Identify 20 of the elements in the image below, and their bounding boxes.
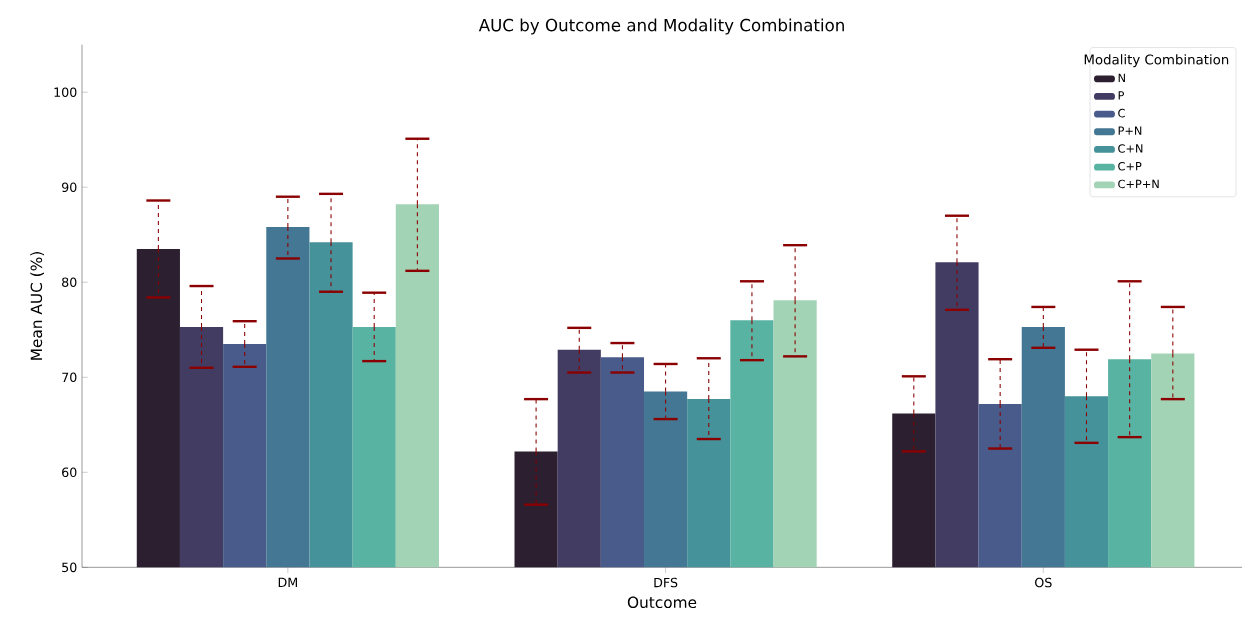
legend-label: C: [1118, 108, 1125, 118]
legend-label: N: [1118, 73, 1125, 82]
y-tick-label: 50: [62, 562, 77, 572]
legend-label: P: [1118, 91, 1125, 100]
legend-label: C+P+N: [1118, 179, 1159, 189]
x-tick-label: OS: [1035, 577, 1052, 588]
y-tick-label: 80: [62, 277, 77, 287]
legend-title: Modality Combination: [1084, 54, 1229, 67]
y-tick-label: 60: [62, 467, 77, 477]
legend-label: C+N: [1118, 144, 1143, 153]
chart-title: AUC by Outcome and Modality Combination: [478, 18, 844, 35]
y-tick-label: 100: [54, 87, 77, 97]
y-axis-title: Mean AUC (%): [30, 251, 44, 360]
x-tick-label: DFS: [654, 577, 678, 588]
y-tick-label: 90: [61, 182, 77, 192]
x-axis-title: Outcome: [627, 596, 697, 608]
x-tick-label: DM: [278, 577, 297, 587]
legend-label: C+P: [1118, 161, 1142, 171]
y-tick-label: 70: [62, 372, 77, 382]
legend-label: P+N: [1118, 126, 1142, 135]
